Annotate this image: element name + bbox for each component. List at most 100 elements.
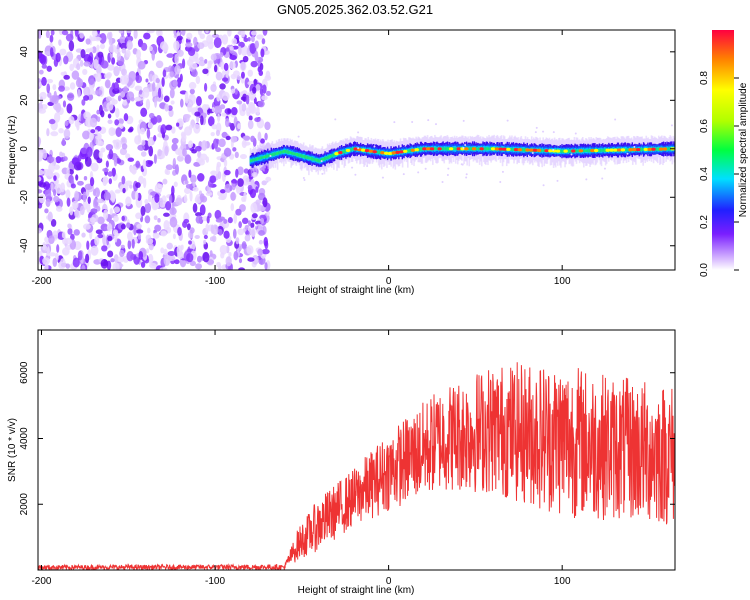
noise-speckle [163, 212, 170, 217]
noise-speckle [38, 182, 47, 188]
noise-speckle [157, 184, 164, 189]
noise-speckle [76, 122, 80, 131]
noise-speckle [204, 58, 208, 64]
noise-speckle [164, 103, 170, 112]
noise-speckle [127, 157, 135, 162]
noise-speckle [77, 250, 83, 261]
signal-band-mark [584, 149, 587, 153]
signal-band-mark [328, 155, 331, 159]
noise-speckle [303, 178, 306, 181]
noise-speckle [251, 213, 258, 219]
signal-band-mark [487, 147, 489, 151]
signal-band-mark [273, 152, 275, 157]
noise-speckle [137, 60, 146, 70]
signal-peak [395, 150, 400, 154]
noise-speckle [204, 82, 208, 92]
noise-speckle [534, 131, 537, 134]
signal-band-mark [626, 148, 628, 152]
signal-band-mark [655, 147, 657, 151]
signal-peak [399, 150, 404, 154]
noise-speckle [264, 121, 271, 131]
noise-speckle [236, 76, 242, 81]
noise-speckle [90, 129, 96, 134]
colorbar-gradient [712, 30, 734, 270]
noise-speckle [176, 245, 183, 257]
noise-speckle [194, 111, 201, 117]
noise-speckle [98, 150, 103, 159]
noise-speckle [357, 147, 360, 150]
noise-speckle [79, 60, 84, 67]
noise-speckle [110, 193, 116, 203]
signal-band-mark [274, 152, 277, 156]
noise-speckle [72, 257, 80, 268]
spectrogram-xtick-label: 0 [386, 276, 392, 287]
noise-speckle [106, 223, 113, 232]
noise-speckle [49, 47, 54, 58]
noise-speckle [237, 123, 242, 130]
noise-speckle [234, 88, 238, 95]
noise-speckle [249, 42, 257, 54]
noise-speckle [113, 215, 119, 222]
noise-speckle [148, 112, 155, 119]
noise-speckle [381, 176, 384, 179]
noise-speckle [53, 188, 57, 197]
signal-band-mark [447, 147, 450, 151]
noise-speckle [44, 51, 52, 56]
noise-speckle [211, 235, 217, 243]
noise-speckle [189, 191, 193, 202]
signal-band-mark [267, 154, 270, 158]
noise-speckle [134, 135, 142, 145]
noise-speckle [133, 30, 138, 40]
noise-speckle [184, 180, 189, 185]
noise-speckle [164, 145, 169, 157]
noise-speckle [151, 49, 156, 61]
spectrogram-xtick-label: 100 [554, 276, 571, 287]
noise-speckle [169, 88, 175, 99]
noise-speckle [91, 30, 98, 37]
noise-speckle [224, 118, 230, 128]
noise-speckle [183, 194, 188, 204]
noise-speckle [147, 122, 154, 129]
noise-speckle [91, 46, 97, 54]
noise-speckle [56, 244, 60, 253]
noise-speckle [210, 224, 214, 234]
noise-speckle [118, 118, 124, 125]
noise-speckle [209, 175, 217, 184]
noise-speckle [194, 196, 202, 204]
noise-speckle [253, 97, 257, 105]
noise-speckle [213, 64, 218, 73]
signal-band-mark [254, 158, 257, 161]
noise-speckle [140, 42, 148, 51]
noise-speckle [626, 152, 629, 155]
noise-speckle [96, 157, 103, 164]
noise-speckle [142, 159, 147, 170]
signal-band-mark [266, 154, 268, 159]
noise-speckle [205, 223, 209, 233]
signal-band-mark [265, 155, 267, 159]
signal-band-mark [326, 156, 329, 160]
noise-speckle [66, 166, 70, 176]
noise-speckle [86, 202, 91, 213]
signal-band-mark [258, 157, 260, 160]
noise-speckle [60, 182, 66, 193]
noise-speckle [197, 42, 205, 50]
noise-speckle [168, 194, 173, 204]
noise-speckle [195, 145, 202, 152]
noise-speckle [176, 35, 183, 41]
noise-speckle [117, 95, 122, 102]
noise-speckle [205, 30, 209, 34]
noise-speckle [121, 143, 128, 150]
noise-speckle [574, 132, 577, 135]
signal-band-mark [281, 150, 284, 154]
signal-band-mark [484, 147, 486, 150]
noise-speckle [247, 69, 254, 77]
noise-speckle [250, 202, 258, 214]
noise-speckle [152, 203, 160, 209]
noise-speckle [83, 86, 91, 97]
noise-speckle [633, 145, 636, 148]
colorbar-tick-label: 0.0 [699, 263, 710, 277]
noise-speckle [102, 167, 109, 172]
noise-speckle [126, 222, 131, 229]
noise-speckle [171, 143, 178, 152]
